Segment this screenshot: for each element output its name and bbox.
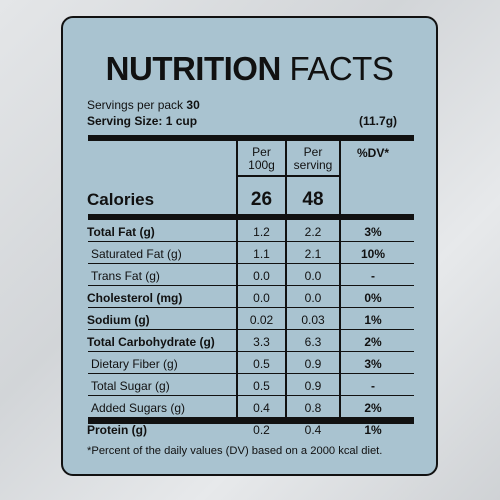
- header-per-serving: Per serving: [293, 145, 333, 172]
- row-divider: [88, 307, 414, 308]
- row-divider: [88, 329, 414, 330]
- nutrient-per-serving: 2.2: [304, 225, 322, 239]
- calories-per-serving: 48: [302, 189, 324, 210]
- nutrient-per-serving: 0.0: [304, 269, 322, 283]
- nutrient-per-100g: 0.0: [253, 291, 270, 305]
- nutrient-dv: -: [371, 379, 375, 393]
- nutrient-dv: 1%: [364, 423, 382, 437]
- thick-rule-calories: [88, 214, 414, 220]
- calories-label: Calories: [87, 190, 155, 209]
- column-divider-3: [339, 141, 341, 420]
- nutrient-per-serving: 0.4: [304, 423, 322, 437]
- title-bold: NUTRITION: [105, 50, 282, 87]
- nutrient-dv: 3%: [364, 225, 382, 239]
- nutrient-per-100g: 0.0: [253, 269, 270, 283]
- servings-label: Servings per pack: [87, 98, 184, 112]
- row-divider: [88, 351, 414, 352]
- nutrient-label: Cholesterol (mg): [87, 291, 183, 305]
- nutrient-per-100g: 1.2: [253, 225, 270, 239]
- nutrient-dv: 3%: [364, 357, 382, 371]
- row-divider: [88, 285, 414, 286]
- nutrient-label: Total Carbohydrate (g): [87, 335, 215, 349]
- thick-rule-bottom: [88, 418, 414, 424]
- nutrient-per-100g: 0.4: [253, 401, 270, 415]
- nutrient-per-100g: 0.5: [253, 379, 270, 393]
- nutrient-per-100g: 1.1: [253, 247, 270, 261]
- header-dv: %DV*: [356, 146, 389, 160]
- nutrient-per-serving: 6.3: [304, 335, 322, 349]
- calories-per-100g: 26: [250, 189, 273, 210]
- servings-line: Servings per pack 30: [87, 98, 200, 112]
- nutrient-dv: 0%: [364, 291, 382, 305]
- nutrient-label: Trans Fat (g): [91, 269, 160, 283]
- nutrient-dv: 10%: [360, 247, 386, 261]
- nutrient-label: Dietary Fiber (g): [91, 357, 178, 371]
- footnote: *Percent of the daily values (DV) based …: [87, 445, 383, 457]
- row-divider: [88, 263, 414, 264]
- nutrient-per-100g: 3.3: [253, 335, 270, 349]
- nutrient-per-100g: 0.2: [253, 423, 270, 437]
- thick-rule-top: [88, 135, 414, 141]
- nutrition-facts-label: NUTRITION FACTS Servings per pack 30 Ser…: [61, 16, 438, 476]
- nutrient-per-serving: 0.9: [304, 357, 322, 371]
- nutrient-label: Total Sugar (g): [91, 379, 170, 393]
- nutrient-label: Total Fat (g): [87, 225, 155, 239]
- row-divider: [88, 417, 414, 418]
- nutrient-label: Saturated Fat (g): [91, 247, 182, 261]
- nutrient-per-100g: 0.5: [253, 357, 270, 371]
- nutrient-dv: 2%: [364, 401, 382, 415]
- nutrient-per-100g: 0.02: [249, 313, 274, 327]
- nutrient-dv: 1%: [364, 313, 382, 327]
- label-title: NUTRITION FACTS: [63, 51, 436, 87]
- nutrient-per-serving: 0.03: [301, 313, 325, 327]
- nutrient-per-serving: 0.8: [304, 401, 322, 415]
- nutrient-per-serving: 0.9: [304, 379, 322, 393]
- title-light: FACTS: [289, 50, 394, 87]
- nutrient-label: Protein (g): [87, 423, 147, 437]
- nutrient-dv: -: [371, 269, 375, 283]
- nutrient-label: Added Sugars (g): [91, 401, 186, 415]
- row-divider: [88, 241, 414, 242]
- nutrient-dv: 2%: [364, 335, 382, 349]
- row-divider: [88, 373, 414, 374]
- header-per-100g: Per 100g: [248, 145, 275, 172]
- nutrient-per-serving: 0.0: [304, 291, 322, 305]
- serving-size-label: Serving Size: 1 cup: [87, 114, 198, 128]
- nutrient-per-serving: 2.1: [304, 247, 322, 261]
- column-divider-1: [236, 141, 238, 420]
- header-rule: [236, 175, 341, 177]
- column-divider-2: [285, 141, 287, 420]
- servings-value: 30: [186, 98, 200, 112]
- row-divider: [88, 395, 414, 396]
- nutrient-label: Sodium (g): [87, 313, 150, 327]
- serving-size-value: (11.7g): [359, 114, 398, 128]
